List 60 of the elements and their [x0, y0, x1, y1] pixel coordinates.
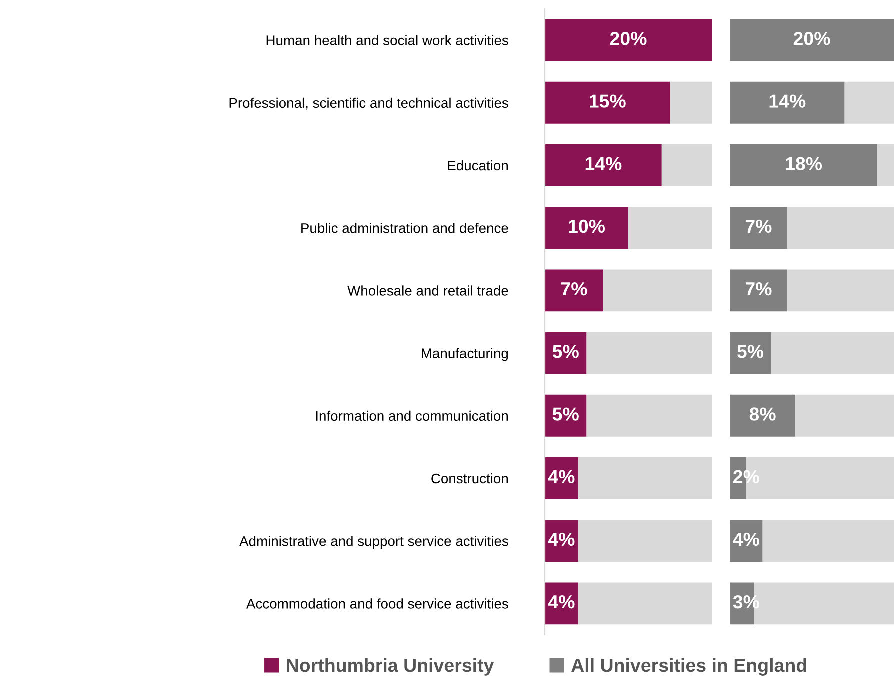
- bar: [730, 520, 763, 562]
- y-tick-label: Construction: [432, 473, 508, 484]
- data-label: 4%: [733, 532, 760, 546]
- bar: [730, 207, 788, 250]
- data-label: 7%: [746, 282, 772, 296]
- bar: [578, 582, 712, 625]
- data-label: 8%: [750, 408, 776, 421]
- bar: [762, 520, 894, 562]
- bar: [787, 270, 894, 312]
- bar: [844, 82, 894, 124]
- data-label: 4%: [548, 532, 575, 546]
- bar: [545, 270, 604, 312]
- bar: [586, 394, 712, 437]
- data-label: 4%: [548, 470, 575, 484]
- bar: [730, 144, 878, 186]
- bar: [545, 19, 712, 62]
- bar: [730, 82, 845, 124]
- y-tick-label: Information and communication: [316, 410, 508, 422]
- bar: [670, 82, 712, 124]
- bar: [796, 394, 894, 437]
- data-label: 14%: [770, 94, 806, 108]
- data-label: 10%: [569, 220, 606, 234]
- data-label: 20%: [610, 32, 647, 46]
- data-label: 7%: [746, 220, 772, 234]
- data-label: 20%: [794, 32, 830, 46]
- bar: [878, 144, 894, 186]
- data-label: 18%: [786, 157, 822, 171]
- bar: [603, 270, 712, 312]
- bar: [787, 207, 894, 250]
- y-tick-label: Administrative and support service activities: [240, 536, 508, 550]
- data-label: 14%: [586, 157, 622, 170]
- bar: [545, 207, 628, 250]
- y-tick-label: Education: [448, 160, 508, 171]
- y-tick-label: Professional, scientific and technical activities: [230, 98, 508, 110]
- data-label: 5%: [552, 408, 579, 421]
- data-label: 5%: [552, 345, 579, 358]
- bar: [545, 144, 662, 186]
- bar: [545, 394, 587, 437]
- y-tick-label: Accommodation and food service activities: [246, 598, 508, 609]
- y-tick-label: Manufacturing: [422, 348, 508, 362]
- bar: [578, 458, 712, 500]
- bar: [628, 207, 712, 250]
- bar: [662, 144, 712, 186]
- bar: [578, 520, 712, 562]
- legend-label: All Universities in England: [572, 658, 806, 676]
- y-tick-label: Human health and social work activities: [266, 35, 508, 46]
- y-tick-label: Wholesale and retail trade: [348, 286, 508, 296]
- bar: [545, 82, 670, 124]
- data-label: 4%: [548, 596, 575, 609]
- bar: [771, 332, 894, 374]
- bar: [730, 270, 788, 312]
- bar: [730, 332, 771, 374]
- data-label: 5%: [738, 345, 764, 358]
- bar: [730, 394, 796, 437]
- data-label: 7%: [561, 282, 588, 296]
- bar: [586, 332, 712, 374]
- y-tick-label: Public administration and defence: [302, 223, 508, 234]
- data-label: 15%: [590, 94, 626, 108]
- bar: [730, 19, 894, 62]
- legend-label: Northumbria University: [287, 658, 494, 676]
